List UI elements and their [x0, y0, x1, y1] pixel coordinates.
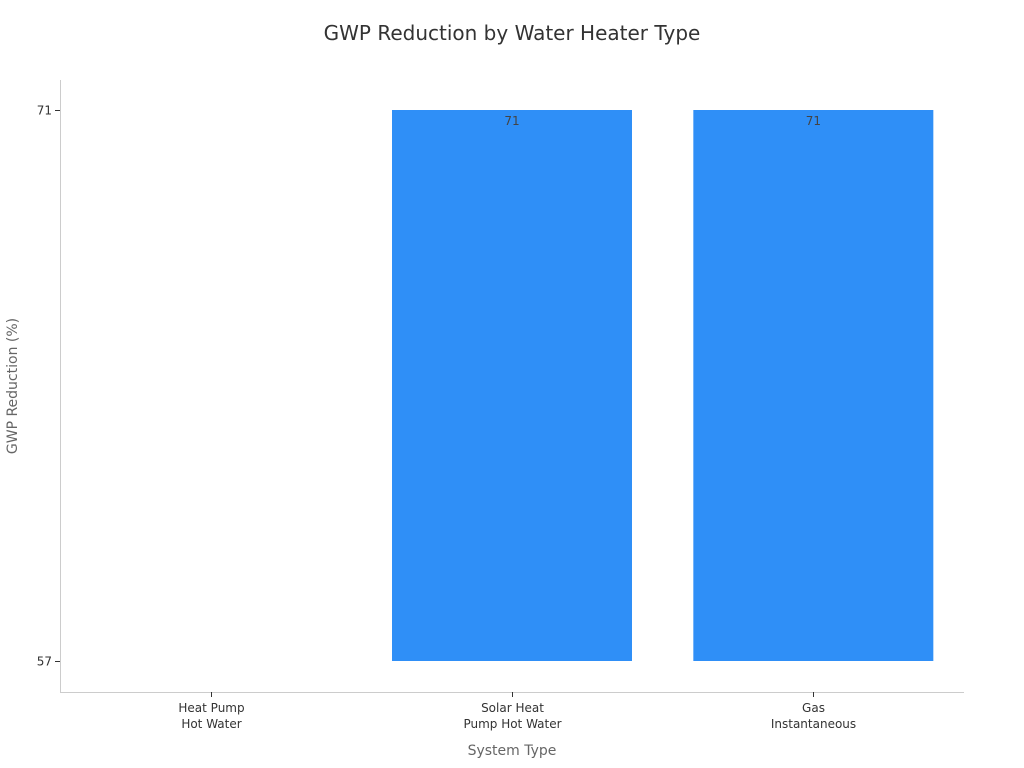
- y-axis-ticks: 57 71: [37, 104, 60, 669]
- bar: [693, 110, 934, 661]
- bar: [392, 110, 632, 661]
- x-axis-title: System Type: [468, 743, 557, 759]
- x-tick-label: Heat Pump: [178, 701, 244, 715]
- y-axis-title: GWP Reduction (%): [5, 318, 21, 454]
- x-tick-label: Gas: [802, 701, 825, 715]
- bar-value-label: 71: [806, 114, 821, 128]
- x-axis-ticks: Heat Pump Hot Water Solar Heat Pump Hot Wat…: [178, 692, 856, 731]
- y-tick-label: 71: [37, 104, 52, 118]
- x-tick-label: Solar Heat: [481, 701, 544, 715]
- x-tick-label: Pump Hot Water: [463, 717, 561, 731]
- bars-group: [392, 110, 934, 661]
- data-labels-group: 71 71: [504, 114, 821, 128]
- chart-title: GWP Reduction by Water Heater Type: [324, 21, 701, 45]
- x-tick-label: Hot Water: [181, 717, 241, 731]
- bar-value-label: 71: [504, 114, 519, 128]
- x-tick-label: Instantaneous: [771, 717, 856, 731]
- y-tick-label: 57: [37, 655, 52, 669]
